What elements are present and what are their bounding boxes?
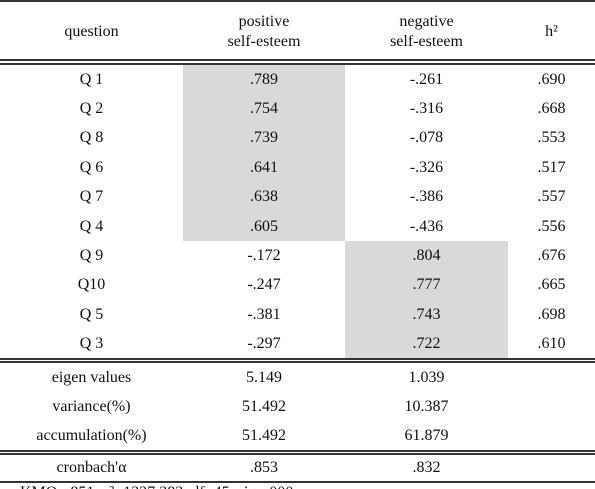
value-cell: .832 [412, 459, 441, 476]
row-label: Q 4 [79, 217, 104, 235]
rule [0, 361, 595, 363]
value-cell: .557 [537, 188, 566, 206]
row-label: cronbach'α [56, 459, 127, 476]
row-label: Q 9 [79, 247, 104, 265]
value-cell: -.172 [247, 247, 281, 265]
header-line: negative [399, 13, 454, 30]
value-cell: 51.492 [242, 426, 286, 444]
value-cell: -.386 [409, 188, 444, 206]
value-cell: .743 [345, 300, 508, 330]
row-label: Q 7 [79, 188, 104, 206]
value-cell: 1.039 [408, 368, 445, 386]
value-cell: .698 [537, 305, 566, 323]
footnote: KMO=.851, χ²=1327.383, df=45, sig=.000 [20, 484, 293, 489]
value-cell: .668 [537, 100, 566, 118]
value-cell: 61.879 [404, 426, 449, 444]
value-cell: .638 [183, 182, 345, 212]
row-label: Q 1 [79, 70, 104, 88]
header-cell: positive self-esteem [183, 4, 345, 60]
value-cell: -.326 [409, 158, 444, 176]
value-cell: .853 [250, 459, 278, 476]
value-cell: 10.387 [404, 397, 449, 415]
value-cell: .676 [537, 247, 566, 265]
rule [0, 450, 595, 452]
header-line: self-esteem [227, 33, 301, 50]
rule [0, 453, 595, 455]
value-cell: -.247 [247, 276, 281, 294]
value-cell: .804 [345, 241, 508, 271]
row-label: variance(%) [52, 397, 131, 415]
row-label: Q 8 [79, 129, 104, 147]
value-cell: .722 [345, 329, 508, 359]
value-cell: .665 [537, 276, 566, 294]
rule [0, 481, 595, 483]
rule [0, 63, 595, 65]
value-cell: -.078 [409, 129, 444, 147]
rule [0, 0, 595, 2]
value-cell: .789 [183, 65, 345, 95]
header-cell: negative self-esteem [345, 4, 508, 60]
header-cell: question [64, 23, 119, 40]
value-cell: .690 [537, 70, 566, 88]
header-line: positive [238, 13, 290, 30]
value-cell: .610 [537, 335, 566, 353]
value-cell: 51.492 [242, 397, 286, 415]
rule [0, 59, 595, 61]
row-label: Q 2 [79, 100, 104, 118]
row-label: eigen values [51, 368, 132, 386]
value-cell: -.436 [409, 217, 444, 235]
value-cell: .777 [345, 270, 508, 301]
row-label: accumulation(%) [36, 426, 147, 444]
row-label: Q10 [77, 276, 106, 294]
value-cell: .754 [183, 94, 345, 124]
value-cell: -.297 [247, 335, 281, 353]
value-cell: -.316 [409, 100, 444, 118]
value-cell: .641 [183, 153, 345, 183]
row-label: Q 5 [79, 305, 104, 323]
rule [0, 358, 595, 360]
value-cell: .605 [183, 212, 345, 242]
value-cell: .517 [537, 158, 566, 176]
value-cell: .739 [183, 123, 345, 154]
row-label: Q 3 [79, 335, 104, 353]
row-label: Q 6 [79, 158, 104, 176]
value-cell: .553 [537, 129, 566, 147]
value-cell: 5.149 [246, 368, 282, 386]
value-cell: .556 [537, 217, 566, 235]
header-cell: h² [545, 23, 558, 40]
value-cell: -.381 [247, 305, 281, 323]
value-cell: -.261 [409, 70, 444, 88]
header-line: self-esteem [390, 33, 463, 50]
